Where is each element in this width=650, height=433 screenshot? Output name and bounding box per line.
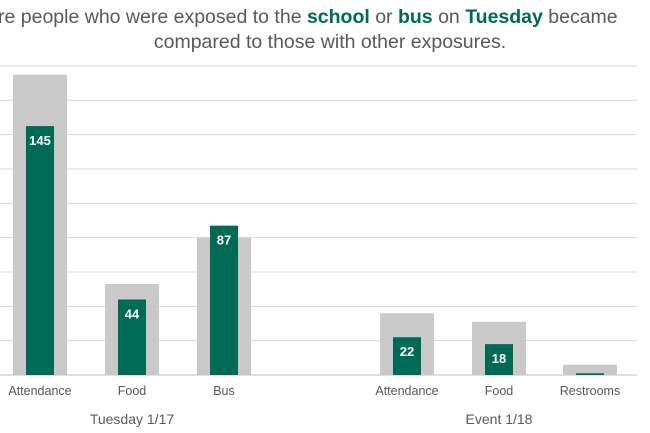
value-bar (485, 344, 513, 375)
data-label: 44 (125, 306, 140, 321)
data-label: 145 (29, 133, 51, 148)
chart-title-line-1: re people who were exposed to the school… (0, 6, 618, 29)
value-bar (118, 299, 146, 375)
data-label: 18 (492, 351, 506, 366)
value-bar (210, 225, 238, 375)
category-label: Attendance (375, 384, 438, 398)
category-label: Restrooms (560, 384, 620, 398)
category-label: Attendance (8, 384, 71, 398)
group-label: Event 1/18 (466, 411, 533, 427)
category-label: Food (118, 384, 147, 398)
value-bar (26, 126, 54, 375)
chart-title-line-2: compared to those with other exposures. (153, 31, 507, 53)
group-label: Tuesday 1/17 (90, 411, 175, 427)
title-text: or (369, 6, 398, 28)
title-text: re people who were exposed to the (0, 6, 307, 28)
title-highlight: bus (397, 6, 433, 28)
value-bar (393, 337, 421, 375)
value-bar (576, 373, 604, 375)
background-bar (563, 364, 617, 375)
title-text: became (542, 6, 618, 28)
title-highlight: Tuesday (465, 6, 543, 28)
title-highlight: school (306, 6, 370, 28)
data-label: 87 (217, 233, 231, 248)
category-label: Food (485, 384, 514, 398)
data-label: 22 (400, 344, 414, 359)
category-label: Bus (213, 384, 235, 398)
title-text: on (432, 6, 466, 28)
